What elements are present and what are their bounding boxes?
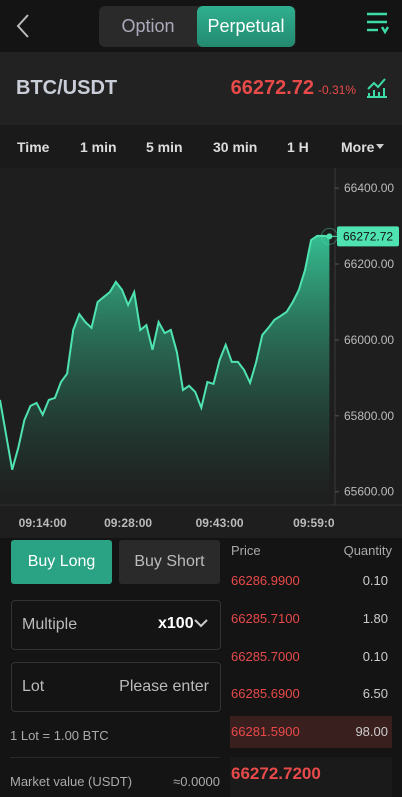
market-value: ≈0.0000	[173, 774, 220, 789]
y-tick-label: 66400.00	[344, 181, 394, 195]
price-area	[0, 235, 330, 505]
book-price: 66281.5900	[231, 724, 300, 740]
buy-long-button[interactable]: Buy Long	[11, 540, 112, 584]
multiple-select[interactable]	[11, 600, 221, 650]
menu-icon[interactable]	[364, 10, 390, 36]
book-price: 66285.7000	[231, 648, 300, 664]
x-tick-label: 09:28:00	[104, 516, 152, 530]
lot-placeholder: Please enter	[119, 678, 209, 695]
multiple-value: x100	[158, 615, 194, 632]
back-icon[interactable]	[14, 12, 34, 40]
book-header: Price	[231, 543, 261, 558]
interval-bar	[0, 125, 402, 168]
y-tick-label: 66000.00	[344, 333, 394, 347]
plot: 09:14:00 09:28:00 09:43:00 09:59:00	[0, 234, 341, 530]
ticker-price: 66272.72	[230, 77, 314, 99]
market-value-label: Market value (USDT)	[10, 774, 133, 789]
interval[interactable]: 30 min	[213, 139, 258, 155]
multiple-label: Multiple	[22, 616, 78, 633]
depth-bar	[230, 716, 392, 748]
book-quantity: 6.50	[362, 686, 388, 702]
y-tick-label: 65600.00	[344, 485, 394, 499]
dropdown-arrow	[376, 144, 384, 149]
book-price: 66285.6900	[231, 686, 300, 702]
divider	[10, 757, 220, 758]
book-quantity: 98.00	[355, 724, 388, 740]
x-tick-label: 09:14:00	[19, 516, 67, 530]
ticker-bar	[0, 52, 402, 125]
lot-input[interactable]	[11, 662, 221, 712]
chart-icon[interactable]	[366, 76, 388, 98]
book-price: 66286.9900	[231, 573, 300, 588]
last-price-bg	[230, 757, 392, 797]
interval[interactable]: 5 min	[146, 139, 183, 155]
y-tick-label: 66200.00	[344, 257, 394, 271]
book-quantity: 1.80	[362, 610, 388, 626]
buy-short-button[interactable]: Buy Short	[119, 540, 220, 584]
lot-info: 1 Lot = 1.00 BTC	[10, 728, 109, 743]
x-tick-label: 09:43:00	[196, 516, 244, 530]
interval-more[interactable]: More	[341, 139, 375, 155]
current-price-label: 66272.72	[343, 229, 393, 243]
book-last-price: 66272.7200	[231, 764, 321, 783]
y-tick-label: 65800.00	[344, 409, 394, 423]
book-quantity: 0.10	[362, 648, 388, 664]
tab-option[interactable]: Option	[121, 16, 175, 36]
book-price: 66285.7100	[231, 610, 300, 626]
interval[interactable]: Time	[17, 139, 50, 155]
price-line	[0, 234, 330, 470]
book-header: Quantity	[343, 543, 392, 558]
price-chart: 65600.00 65800.00 66000.00 66200.00 66400.00…	[0, 168, 402, 538]
x-tick-label: 09:59:00	[293, 516, 341, 530]
tab-perpetual[interactable]: Perpetual	[197, 6, 295, 47]
chevron-down	[194, 619, 208, 628]
current-price-tag	[337, 226, 399, 247]
lot-label: Lot	[22, 678, 45, 695]
interval[interactable]: 1 min	[80, 139, 117, 155]
book-quantity: 0.10	[362, 573, 388, 588]
interval[interactable]: 1 H	[287, 139, 309, 155]
symbol: BTC/USDT	[16, 77, 118, 99]
ticker-change: -0.31%	[318, 83, 357, 97]
